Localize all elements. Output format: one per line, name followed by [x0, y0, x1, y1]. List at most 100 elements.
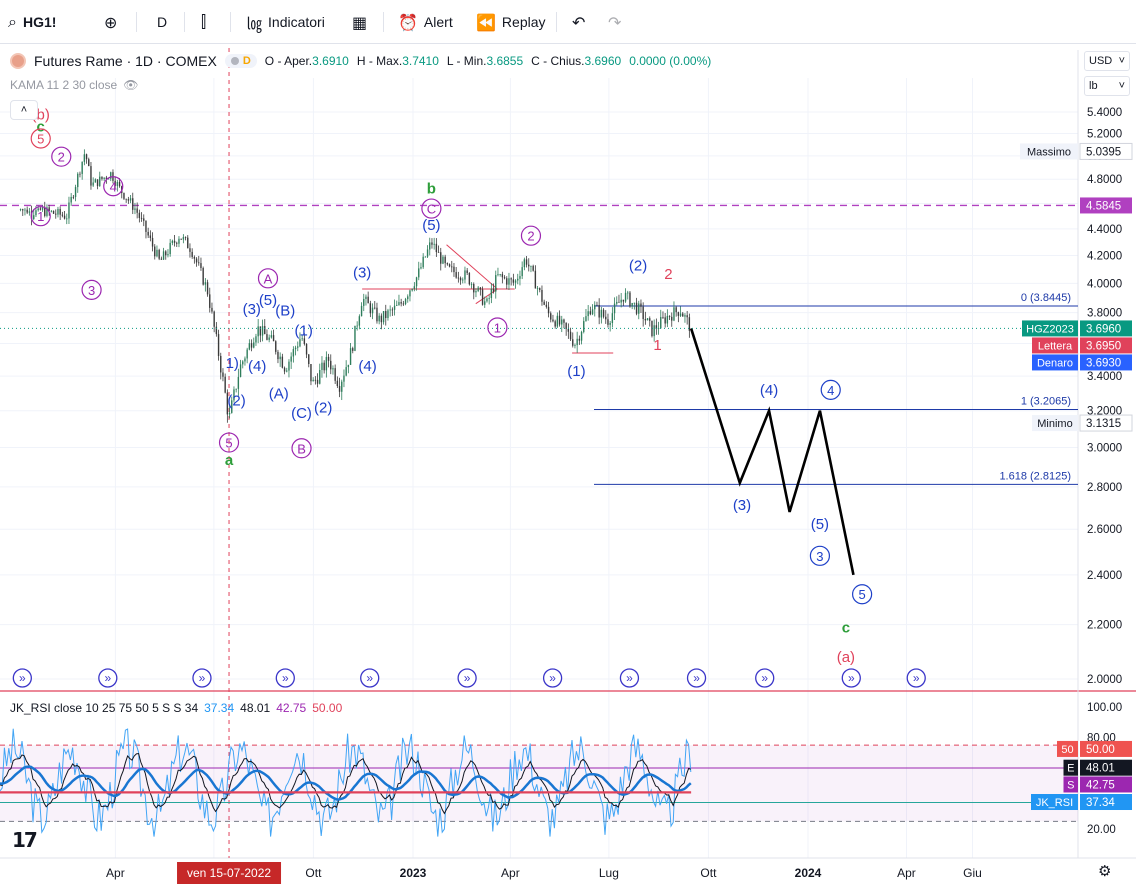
wave-label: 4 [827, 383, 834, 398]
candle-body [501, 274, 504, 278]
candle-body [514, 280, 517, 283]
candle-body [558, 315, 561, 325]
indicators-button[interactable]: ㏒ Indicatori [246, 8, 325, 36]
candle-body [367, 296, 369, 304]
candle-body [332, 368, 334, 370]
candle-body [136, 208, 138, 213]
redo-button[interactable]: ↷ [608, 8, 621, 36]
candle-body [539, 288, 541, 290]
event-marker-icon [12, 668, 32, 688]
price-tick-label: 3.4000 [1087, 371, 1122, 383]
massimo-label-tag-text: Massimo [1027, 146, 1071, 158]
rsi-value-2: 48.01 [240, 701, 271, 715]
chart-canvas[interactable]: 5.40005.20005.00004.80004.60004.40004.20… [0, 44, 1136, 893]
candle-body [180, 238, 182, 240]
symbol-search-button[interactable]: ⌕ HG1! [8, 8, 56, 36]
candle-body [605, 316, 607, 320]
price-tick-label: 2.0000 [1087, 674, 1122, 686]
candle-body [633, 302, 636, 304]
candle-body [248, 343, 251, 350]
candle-body [125, 198, 127, 200]
wave-label: (5) [422, 217, 440, 234]
eye-hidden-icon[interactable]: 👁 [123, 78, 139, 92]
interval-button[interactable]: D [157, 8, 167, 36]
wave-label-circle [520, 225, 542, 246]
candle-body [244, 358, 246, 362]
candle-body [409, 290, 411, 297]
wave-label: (1) [567, 363, 585, 380]
symbol-price-label-value: 3.6960 [1086, 323, 1121, 335]
currency-select[interactable]: USD ˅ [1084, 51, 1130, 71]
candle-body [554, 321, 556, 327]
close-label: C - Chius. [531, 54, 585, 68]
candle-body [510, 278, 512, 280]
candle-body [286, 370, 288, 372]
candle-body [596, 304, 598, 306]
market-status-pill[interactable]: D [224, 54, 257, 68]
high-value: 3.7410 [402, 54, 439, 68]
unit-select[interactable]: lb ˅ [1084, 76, 1130, 96]
kama-legend[interactable]: KAMA 11 2 30 close 👁 [10, 78, 138, 92]
candle-body [343, 375, 345, 382]
symbol-price-label-tag [1022, 320, 1078, 337]
rsi-50-label-box [1080, 740, 1132, 757]
candle-body [459, 277, 462, 281]
wave-label: (5) [811, 516, 829, 533]
candle-body [299, 339, 301, 347]
candle-body [134, 208, 136, 210]
candle-body [96, 179, 99, 187]
collapse-legend-button[interactable]: ˄ [10, 100, 38, 120]
time-axis-label: Giu [963, 866, 982, 880]
ohlc-open: O - Aper.3.6910 [265, 54, 349, 68]
candle-body [356, 325, 358, 327]
candle-body [272, 335, 275, 342]
fib-level-label: 1.618 (2.8125) [999, 470, 1071, 482]
wave-label: (4) [760, 382, 778, 399]
candle-body [213, 311, 215, 327]
candle-body [679, 313, 682, 316]
replay-button[interactable]: ⏪ Replay [476, 8, 546, 36]
chart-type-button[interactable]: ⫿ [201, 8, 206, 36]
candle-body [209, 294, 211, 308]
layouts-button[interactable]: ▦ [352, 8, 367, 36]
wave-label: (5) [259, 292, 277, 309]
compare-button[interactable]: ⊕ [104, 8, 117, 36]
candle-body [162, 251, 165, 260]
candle-body [589, 311, 592, 315]
wave-label: 2 [527, 229, 534, 244]
event-marker-icon [841, 668, 861, 688]
candle-body [341, 381, 343, 392]
tradingview-logo[interactable]: 17 [12, 828, 38, 852]
rsi-band-fill [0, 745, 1078, 822]
candle-body [24, 209, 26, 211]
candle-body [682, 313, 684, 317]
undo-button[interactable]: ↶ [572, 8, 585, 36]
candle-body [310, 363, 312, 382]
rsi-jk-line [0, 728, 692, 837]
candle-body [77, 173, 79, 188]
candle-body [572, 339, 574, 346]
candle-body [301, 338, 303, 340]
candle-body [660, 317, 662, 329]
candle-body [22, 209, 24, 211]
event-markers: » » » » » » » » » » » » [12, 668, 926, 688]
event-marker-glyph: » [693, 671, 700, 685]
settings-gear-icon[interactable]: ⚙ [1098, 862, 1112, 880]
candle-body [147, 231, 149, 236]
event-marker-glyph: » [282, 671, 289, 685]
candle-body [600, 309, 603, 318]
alert-button[interactable]: ⏰ Alert [398, 8, 453, 36]
candle-body [39, 208, 42, 210]
candle-body [352, 348, 354, 351]
candle-body [266, 334, 268, 340]
price-tick-label: 2.2000 [1087, 620, 1122, 632]
candle-body [391, 309, 394, 311]
minimo-label-tag-text: Minimo [1037, 418, 1072, 430]
candle-body [90, 166, 92, 186]
bid-price-label: Denaro 3.6930 [1032, 354, 1132, 371]
candle-body [574, 345, 576, 346]
event-marker-glyph: » [626, 671, 633, 685]
wave-label-circle [30, 206, 51, 227]
rsi-value-1: 37.34 [204, 701, 235, 715]
candle-body [138, 212, 141, 218]
